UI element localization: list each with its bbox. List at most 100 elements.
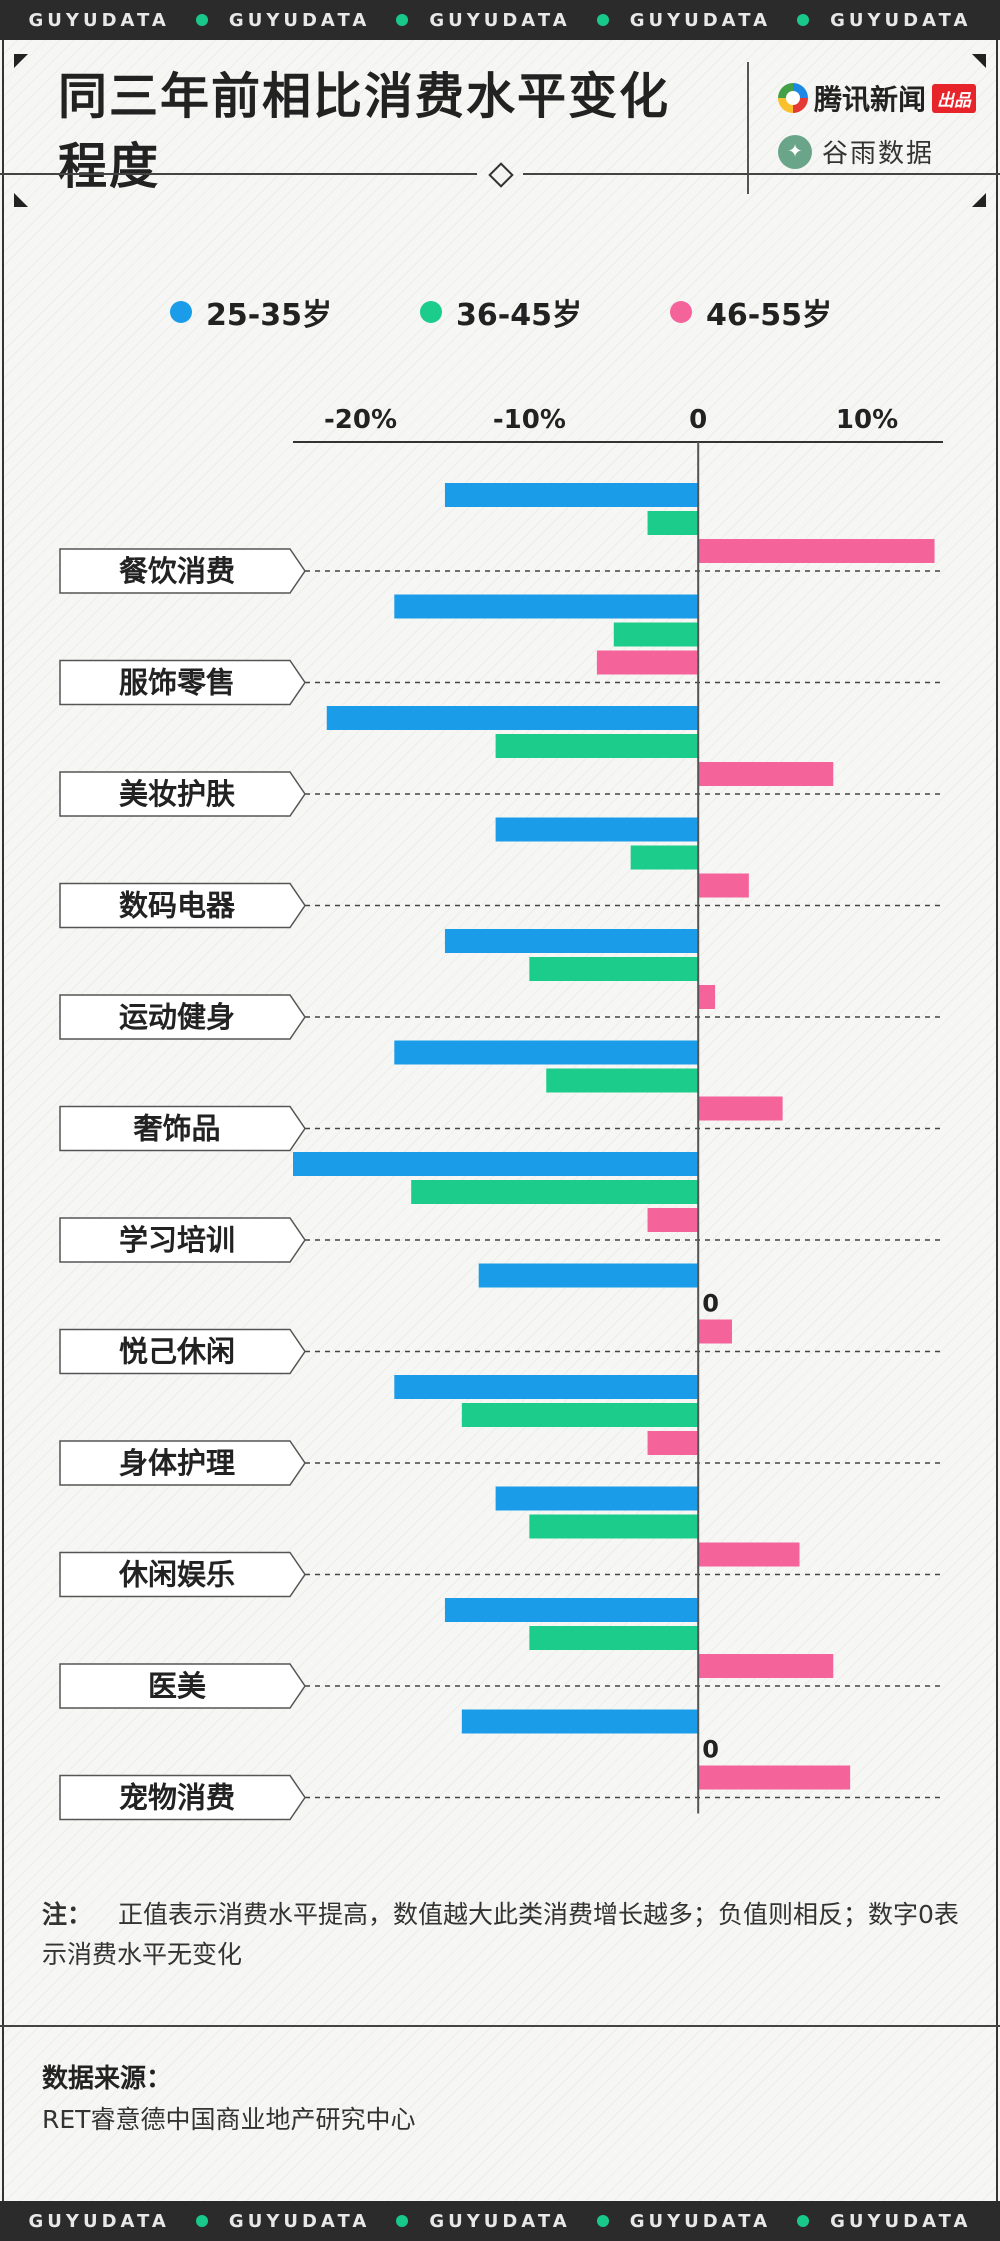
legend-item-46-55: 46-55岁 (670, 290, 832, 334)
category-label: 医美 (148, 1669, 206, 1703)
category-label-tag (59, 659, 306, 706)
stripe-dot-icon (396, 2215, 409, 2227)
bar-chart: -20% -10% 0 10% 餐饮消费服饰零售美妆护肤数码电器运动健身奢饰品学习培训悦… (59, 405, 943, 1821)
corner-mark-icon (14, 193, 28, 207)
category-label: 身体护理 (119, 1446, 235, 1480)
bar-25-35岁 (444, 929, 699, 953)
stripe-word: GUYUDATA (830, 2210, 972, 2232)
category-label: 美妆护肤 (119, 777, 236, 811)
stripe-dot-icon (797, 2215, 810, 2227)
stripe-word: GUYUDATA (629, 2210, 772, 2232)
category-label: 休闲娱乐 (118, 1558, 235, 1592)
corner-mark-icon (972, 54, 986, 68)
bar-46-55岁 (647, 1431, 699, 1455)
bar-25-35岁 (293, 1152, 699, 1176)
bar-25-35岁 (444, 483, 699, 507)
stripe-word: GUYUDATA (830, 9, 972, 31)
note-text: 正值表示消费水平提高，数值越大此类消费增长越多；负值则相反；数字0表示消费水平无… (42, 1900, 959, 1969)
legend-item-25-35: 25-35岁 (170, 290, 332, 334)
bar-36-45岁 (411, 1180, 699, 1204)
bar-36-45岁 (647, 511, 699, 535)
x-tick-label: 10% (836, 405, 898, 435)
legend-label: 25-35岁 (206, 298, 332, 333)
category-label-tag (59, 1663, 306, 1709)
bar-25-35岁 (461, 1709, 699, 1734)
header: 同三年前相比消费水平变化程度 腾讯新闻 出品 ✦ 谷雨数据 (0, 40, 1000, 215)
top-stripe: GUYUDATA GUYUDATA GUYUDATA GUYUDATA GUYU… (0, 0, 1000, 40)
stripe-dot-icon (195, 2215, 208, 2227)
category-label-tag (59, 1217, 306, 1263)
bar-25-35岁 (444, 1598, 699, 1622)
stripe-item: GUYUDATA (29, 2211, 208, 2232)
category-label-tag (59, 882, 306, 929)
bar-46-55岁 (698, 539, 935, 563)
category-label-tag (59, 1328, 306, 1375)
bar-46-55岁 (698, 762, 834, 786)
bar-46-55岁 (698, 1319, 732, 1344)
stripe-item: GUYUDATA (228, 2210, 409, 2232)
bar-36-45岁 (529, 957, 699, 981)
bar-46-55岁 (596, 650, 699, 675)
guyu-data-name: 谷雨数据 (822, 139, 935, 169)
header-rule-left (0, 173, 477, 175)
category-label-tag (59, 548, 306, 594)
stripe-word: GUYUDATA (629, 9, 772, 31)
category-label: 数码电器 (119, 889, 236, 923)
bar-46-55岁 (698, 1542, 800, 1567)
stripe-word: GUYUDATA (28, 2210, 170, 2232)
header-divider (747, 62, 749, 194)
stripe-word: GUYUDATA (228, 2210, 371, 2232)
bar-36-45岁 (613, 622, 699, 647)
header-rule-right (523, 173, 1000, 175)
bar-46-55岁 (698, 985, 716, 1009)
guyu-data-brand: ✦ 谷雨数据 (778, 133, 934, 170)
category-label-tag (59, 1440, 306, 1486)
stripe-dot-icon (596, 2215, 609, 2227)
legend-label: 36-45岁 (456, 298, 582, 333)
chart-note: 注： 正值表示消费水平提高，数值越大此类消费增长越多；负值则相反；数字0表示消费水… (42, 1895, 972, 1975)
bar-36-45岁 (529, 1514, 699, 1539)
bar-25-35岁 (394, 1040, 699, 1065)
legend-item-36-45: 36-45岁 (420, 290, 582, 334)
bar-36-45岁 (461, 1403, 699, 1427)
bar-36-45岁 (630, 845, 699, 870)
bar-36-45岁 (529, 1626, 699, 1650)
source-heading: 数据来源： (42, 2064, 173, 2094)
bar-25-35岁 (394, 594, 699, 619)
corner-mark-icon (14, 54, 28, 68)
category-label-tag (59, 994, 306, 1040)
category-label-tag (59, 1774, 306, 1821)
legend-dot-icon (170, 301, 192, 323)
stripe-item: GUYUDATA (830, 10, 971, 31)
stripe-item: GUYUDATA (629, 2210, 810, 2232)
bar-25-35岁 (495, 1486, 699, 1511)
corner-mark-icon (972, 193, 986, 207)
produced-by-badge: 出品 (932, 83, 977, 113)
bar-46-55岁 (698, 1096, 783, 1121)
source-text: RET睿意德中国商业地产研究中心 (42, 2105, 416, 2134)
x-tick-label: -20% (324, 405, 397, 435)
chart-legend: 25-35岁 36-45岁 46-55岁 (0, 290, 1000, 334)
category-label: 服饰零售 (119, 666, 235, 700)
stripe-dot-icon (396, 14, 409, 26)
page-title: 同三年前相比消费水平变化程度 (58, 68, 671, 195)
bar-46-55岁 (698, 1654, 834, 1678)
bar-25-35岁 (394, 1375, 699, 1399)
category-label: 餐饮消费 (119, 554, 235, 588)
stripe-item: GUYUDATA (429, 2211, 609, 2232)
bar-25-35岁 (326, 706, 699, 730)
stripe-item: GUYUDATA (429, 10, 609, 31)
tencent-news-brand: 腾讯新闻 出品 (778, 78, 977, 118)
category-label-tag (59, 771, 306, 817)
guyu-bird-logo-icon: ✦ (778, 134, 812, 169)
stripe-item: GUYUDATA (229, 10, 409, 31)
x-tick-label: -10% (493, 405, 566, 435)
bar-36-45岁 (546, 1068, 699, 1093)
legend-label: 46-55岁 (706, 298, 832, 333)
stripe-dot-icon (596, 14, 609, 26)
category-label-tag (59, 1551, 306, 1598)
source-divider (0, 2025, 1000, 2027)
stripe-dot-icon (797, 14, 810, 26)
x-tick-label: 0 (689, 405, 707, 435)
